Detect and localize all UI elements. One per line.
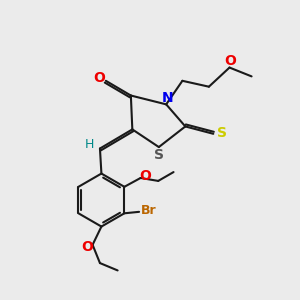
Text: S: S — [217, 126, 226, 140]
Text: H: H — [85, 139, 94, 152]
Text: O: O — [139, 169, 151, 183]
Text: O: O — [224, 54, 236, 68]
Text: S: S — [154, 148, 164, 162]
Text: O: O — [81, 240, 93, 254]
Text: N: N — [162, 91, 174, 105]
Text: O: O — [93, 71, 105, 85]
Text: Br: Br — [141, 205, 157, 218]
